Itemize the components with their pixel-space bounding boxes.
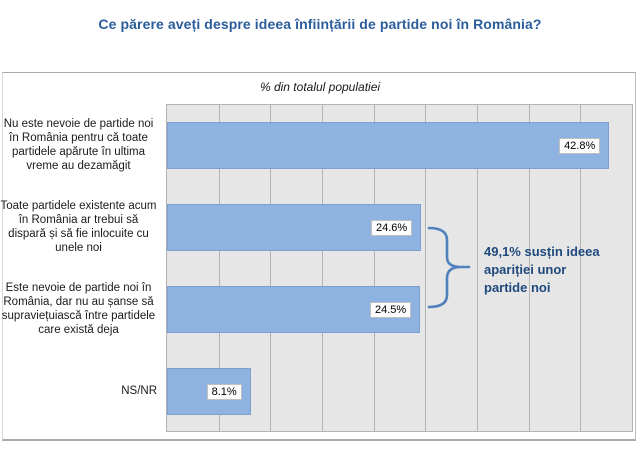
- gridline: [528, 105, 530, 431]
- chart-title: Ce părere aveți despre ideea înființării…: [98, 16, 542, 32]
- bar-new-parties-no-chance[interactable]: 24.5%: [167, 286, 421, 333]
- category-label-row: Nu este nevoie de partide noi în România…: [0, 104, 160, 186]
- bar-row: 24.6%: [167, 187, 632, 269]
- bar-no-need-new-parties[interactable]: 42.8%: [167, 122, 610, 169]
- value-label: 24.5%: [369, 301, 412, 318]
- category-label-row: NS/NR: [0, 350, 160, 432]
- bar-row: 24.5%: [167, 269, 632, 351]
- category-label-row: Toate partidele existente acum în Români…: [0, 186, 160, 268]
- value-label: 8.1%: [206, 383, 242, 400]
- value-label: 42.8%: [559, 137, 601, 154]
- gridline: [321, 105, 323, 431]
- category-label: NS/NR: [121, 385, 157, 397]
- gridline: [270, 105, 272, 431]
- bar-row: 42.8%: [167, 105, 632, 187]
- bar-row: 8.1%: [167, 351, 632, 433]
- brace-icon: [427, 226, 471, 309]
- gridline: [425, 105, 427, 431]
- category-label-row: Este nevoie de partide noi în România, d…: [0, 268, 160, 350]
- axis-unit-label: % din totalul populatiei: [259, 80, 381, 94]
- value-label: 24.6%: [370, 219, 413, 236]
- category-label: Nu este nevoie de partide noi în România…: [3, 118, 154, 172]
- gridline: [373, 105, 375, 431]
- gridline: [476, 105, 478, 431]
- annotation-line-2: apariției unor: [484, 262, 567, 277]
- category-label: Toate partidele existente acum în Români…: [0, 200, 157, 254]
- bar-replace-all-parties[interactable]: 24.6%: [167, 204, 422, 251]
- bar-ns-nr[interactable]: 8.1%: [167, 368, 251, 415]
- annotation-line-3: partide noi: [484, 280, 551, 295]
- category-label: Este nevoie de partide noi în România, d…: [1, 282, 156, 336]
- gridline: [580, 105, 582, 431]
- annotation-49-1-percent: 49,1% susțin ideea apariției unor partid…: [484, 243, 640, 297]
- annotation-line-1: 49,1% susțin ideea: [484, 244, 600, 259]
- plot-area: 42.8% 24.6% 24.5% 8.1%: [166, 104, 633, 432]
- gridline: [218, 105, 220, 431]
